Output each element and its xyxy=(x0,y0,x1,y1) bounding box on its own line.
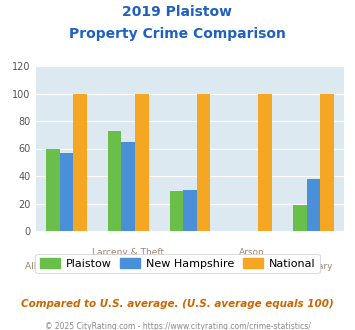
Text: Compared to U.S. average. (U.S. average equals 100): Compared to U.S. average. (U.S. average … xyxy=(21,299,334,309)
Text: All Property Crime: All Property Crime xyxy=(25,262,108,271)
Text: Larceny & Theft: Larceny & Theft xyxy=(92,248,164,257)
Bar xyxy=(293,205,307,231)
Bar xyxy=(183,190,197,231)
Bar xyxy=(170,191,183,231)
Text: 2019 Plaistow: 2019 Plaistow xyxy=(122,5,233,19)
Text: © 2025 CityRating.com - https://www.cityrating.com/crime-statistics/: © 2025 CityRating.com - https://www.city… xyxy=(45,322,310,330)
Bar xyxy=(135,93,148,231)
Bar xyxy=(121,142,135,231)
Text: Arson: Arson xyxy=(239,248,264,257)
Text: Burglary: Burglary xyxy=(294,262,333,271)
Text: Motor Vehicle Theft: Motor Vehicle Theft xyxy=(146,262,234,271)
Legend: Plaistow, New Hampshire, National: Plaistow, New Hampshire, National xyxy=(36,254,320,273)
Text: Property Crime Comparison: Property Crime Comparison xyxy=(69,27,286,41)
Bar xyxy=(46,148,60,231)
Bar xyxy=(320,93,334,231)
Bar xyxy=(73,93,87,231)
Bar xyxy=(307,179,320,231)
Bar xyxy=(197,93,210,231)
Bar xyxy=(258,93,272,231)
Bar xyxy=(108,131,121,231)
Bar xyxy=(60,152,73,231)
